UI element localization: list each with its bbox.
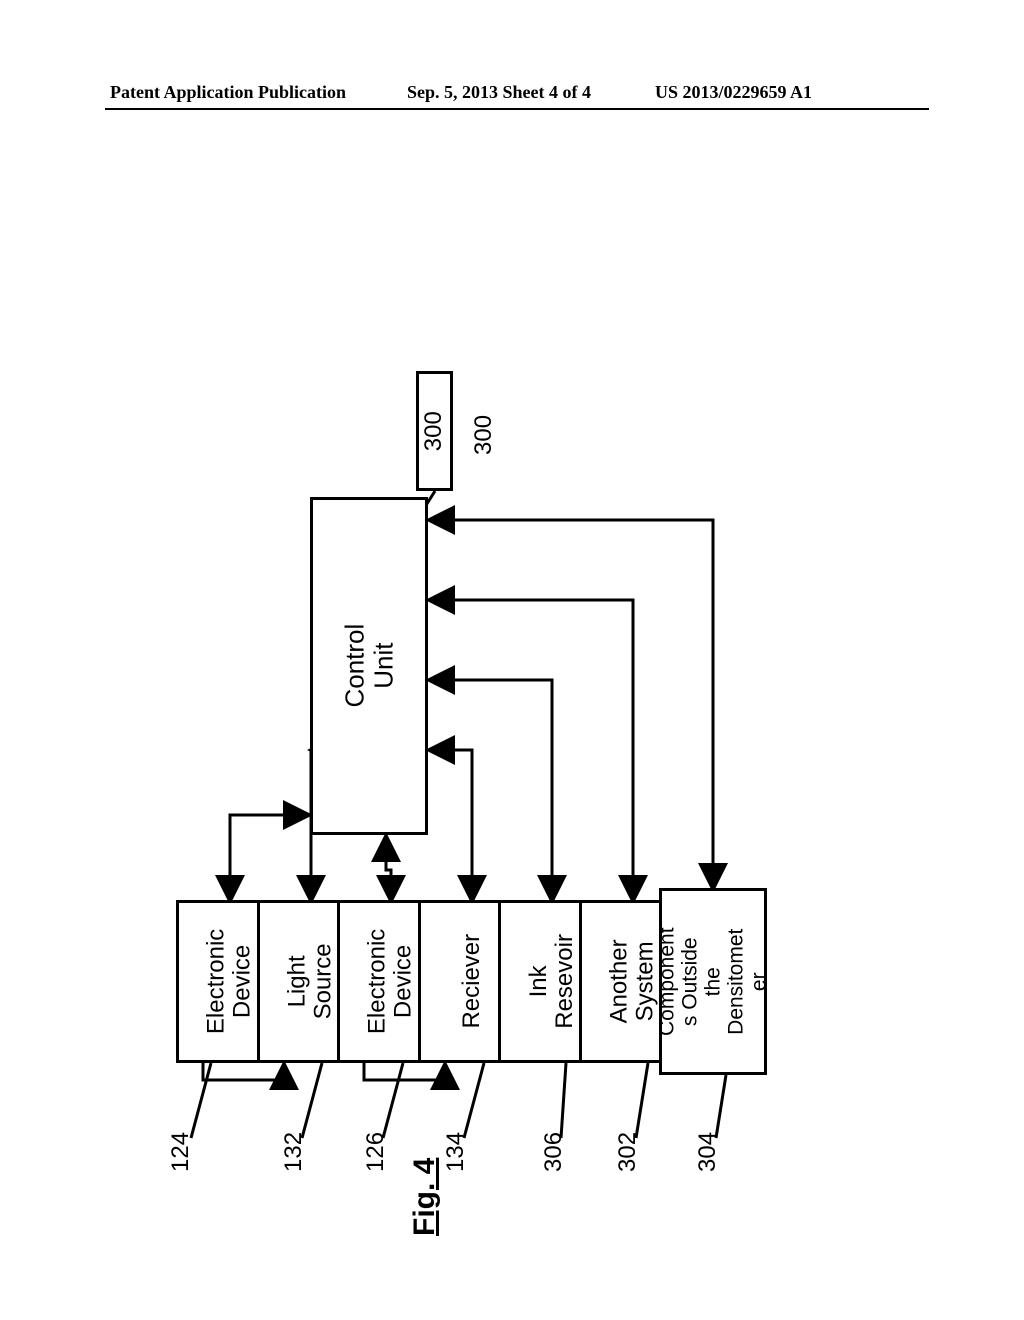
refnum-126: 126 xyxy=(362,1132,390,1172)
light-text: Light Source xyxy=(285,943,338,1019)
label-300-in-box: 300 xyxy=(421,411,447,451)
ed126-text: Electronic Device xyxy=(365,929,418,1034)
refnum-300: 300 xyxy=(470,415,498,455)
comp-text: Component s Outside the Densitomet er xyxy=(655,927,770,1036)
control-unit-text: Control Unit xyxy=(340,610,397,722)
box-components-outside: Component s Outside the Densitomet er xyxy=(659,888,767,1075)
refnum-306: 306 xyxy=(540,1132,568,1172)
figure-label: Fig. 4 xyxy=(408,1158,442,1236)
refnum-302: 302 xyxy=(614,1132,642,1172)
ink-text: Ink Resevoir xyxy=(526,934,579,1029)
block-diagram: 300 Control Unit Electronic Device Light… xyxy=(0,0,1024,1320)
ed124-text: Electronic Device xyxy=(204,929,257,1034)
box-control-unit: Control Unit xyxy=(310,497,428,835)
refnum-124: 124 xyxy=(167,1132,195,1172)
refnum-304: 304 xyxy=(694,1132,722,1172)
refnum-132: 132 xyxy=(280,1132,308,1172)
box-300: 300 xyxy=(416,371,453,491)
another-text: Another System xyxy=(607,939,660,1023)
page: Patent Application Publication Sep. 5, 2… xyxy=(0,0,1024,1320)
refnum-134: 134 xyxy=(442,1132,470,1172)
diagram-wires xyxy=(0,0,1024,1320)
receiver-text: Reciever xyxy=(459,934,485,1029)
